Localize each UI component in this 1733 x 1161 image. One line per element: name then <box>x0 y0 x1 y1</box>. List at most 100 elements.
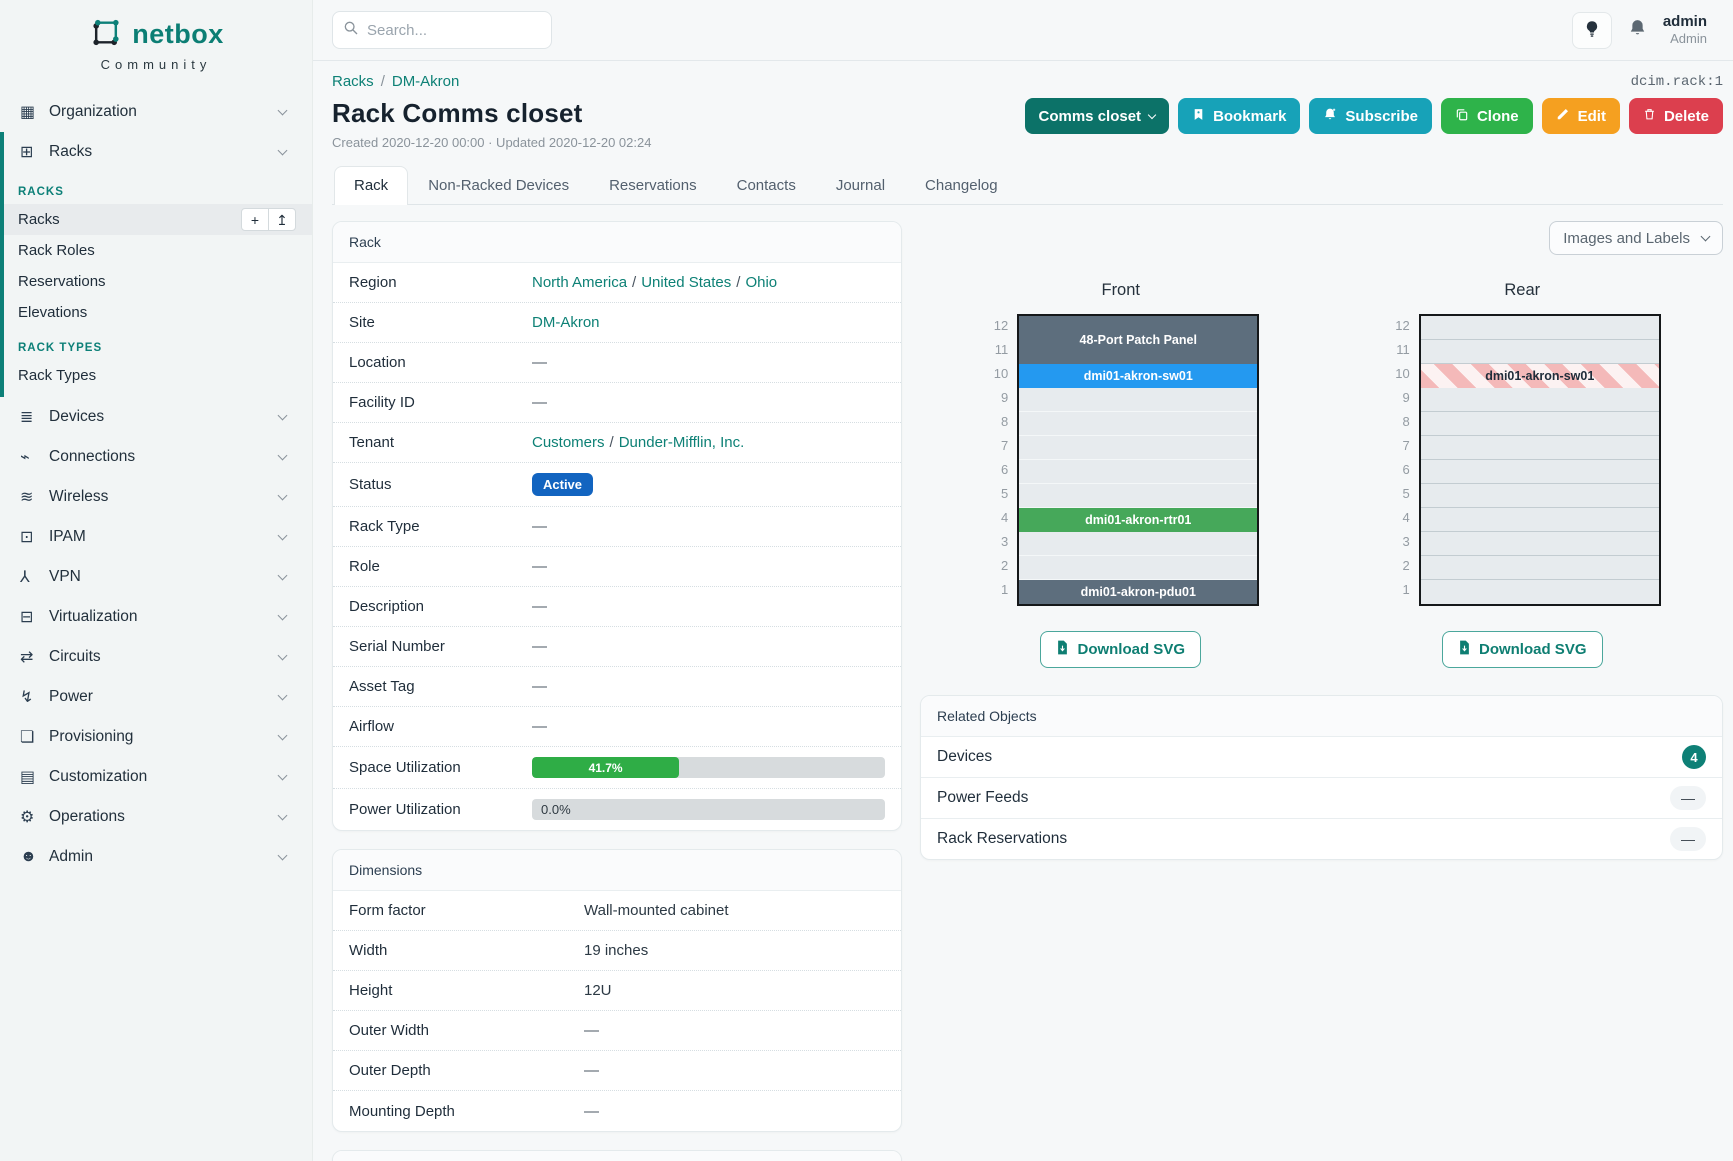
edit-button[interactable]: Edit <box>1541 98 1620 134</box>
rack-unit-empty[interactable] <box>1019 388 1258 412</box>
field-value: — <box>532 394 885 411</box>
field-label: Width <box>349 942 388 959</box>
sidebar-item-circuits[interactable]: ⇄ Circuits <box>0 637 312 677</box>
link-dunder-mifflin-inc[interactable]: Dunder-Mifflin, Inc. <box>618 434 745 451</box>
sidebar-item-label: Reservations <box>18 273 106 290</box>
ipam-icon: ⊡ <box>20 529 34 546</box>
rack-unit-empty[interactable] <box>1420 412 1659 436</box>
rack-unit-empty[interactable] <box>1420 436 1659 460</box>
rack-unit-empty[interactable] <box>1019 532 1258 556</box>
sidebar-item-racks[interactable]: Racks + ↥ <box>0 204 312 235</box>
tab-non-racked-devices[interactable]: Non-Racked Devices <box>428 177 570 194</box>
rack-unit-device[interactable]: 48-Port Patch Panel <box>1019 316 1258 364</box>
rack-unit-empty[interactable] <box>1019 412 1258 436</box>
rack-unit-empty[interactable] <box>1420 340 1659 364</box>
logo-block[interactable]: netbox Community <box>0 0 312 82</box>
rack-unit-empty[interactable] <box>1420 532 1659 556</box>
sidebar-item-power[interactable]: ↯ Power <box>0 677 312 717</box>
table-row: Rack Type — <box>333 507 901 547</box>
sidebar-item-rack-roles[interactable]: Rack Roles <box>0 235 312 266</box>
sidebar-item-elevations[interactable]: Elevations <box>0 297 312 328</box>
rack-unit-empty[interactable] <box>1420 388 1659 412</box>
related-row-power-feeds[interactable]: Power Feeds — <box>921 778 1722 819</box>
tab-contacts[interactable]: Contacts <box>736 177 796 194</box>
subscribe-button[interactable]: Subscribe <box>1309 98 1432 134</box>
sidebar-item-rack-types[interactable]: Rack Types <box>0 360 312 391</box>
scope-dropdown-button[interactable]: Comms closet <box>1024 98 1170 134</box>
sidebar-item-operations[interactable]: ⚙ Operations <box>0 797 312 837</box>
search-box[interactable] <box>332 11 552 49</box>
page-title: Rack Comms closet <box>332 98 583 128</box>
theme-toggle-button[interactable] <box>1571 11 1612 49</box>
rack-unit-empty[interactable] <box>1420 556 1659 580</box>
download-svg-front-button[interactable]: Download SVG <box>1040 631 1201 668</box>
sidebar-item-wireless[interactable]: ≋ Wireless <box>0 477 312 517</box>
breadcrumb-link-racks[interactable]: Racks <box>332 73 374 90</box>
related-row-devices[interactable]: Devices 4 <box>921 737 1722 778</box>
sidebar-item-provisioning[interactable]: ❏ Provisioning <box>0 717 312 757</box>
rack-unit-device[interactable]: dmi01-akron-sw01 <box>1420 364 1659 388</box>
field-value: — <box>532 518 885 535</box>
rack-unit-empty[interactable] <box>1420 316 1659 340</box>
rack-unit-empty[interactable] <box>1019 484 1258 508</box>
breadcrumb-separator: / <box>380 73 385 90</box>
rack-unit-empty[interactable] <box>1420 580 1659 604</box>
field-value: 12U <box>584 982 612 999</box>
search-input[interactable] <box>367 21 541 39</box>
related-row-rack-reservations[interactable]: Rack Reservations — <box>921 819 1722 859</box>
table-row: Location — <box>333 343 901 383</box>
sidebar-item-label: Customization <box>49 768 148 785</box>
tab-changelog[interactable]: Changelog <box>925 177 998 194</box>
rack-unit-device[interactable]: dmi01-akron-sw01 <box>1019 364 1258 388</box>
empty-value: — <box>532 718 547 735</box>
wireless-icon: ≋ <box>20 489 34 506</box>
rack-unit-empty[interactable] <box>1420 508 1659 532</box>
sidebar-item-connections[interactable]: ⌁ Connections <box>0 437 312 477</box>
user-menu[interactable]: admin Admin <box>1663 13 1707 47</box>
field-label: Role <box>349 558 380 575</box>
front-rack-diagram: 48-Port Patch Panel dmi01-akron-sw01 dmi01… <box>1017 314 1260 606</box>
link-dm-akron[interactable]: DM-Akron <box>532 314 600 331</box>
elevation-view-select[interactable]: Images and Labels <box>1549 221 1723 255</box>
table-row: Outer Width — <box>333 1011 901 1051</box>
link-customers[interactable]: Customers <box>532 434 605 451</box>
rack-unit-device[interactable]: dmi01-akron-pdu01 <box>1019 580 1258 604</box>
tab-journal[interactable]: Journal <box>835 177 886 194</box>
status-badge: Active <box>532 473 594 496</box>
download-svg-rear-button[interactable]: Download SVG <box>1441 631 1603 668</box>
sidebar: netbox Community ▦ Organization ⊞ Racks RACK… <box>0 0 313 1161</box>
delete-button[interactable]: Delete <box>1628 98 1723 134</box>
download-svg-label: Download SVG <box>1478 641 1587 658</box>
sidebar-item-admin[interactable]: ☻ Admin <box>0 837 312 877</box>
breadcrumb-link-site[interactable]: DM-Akron <box>391 73 460 90</box>
add-button[interactable]: + <box>241 208 269 231</box>
sidebar-item-organization[interactable]: ▦ Organization <box>0 92 312 132</box>
sidebar-item-reservations[interactable]: Reservations <box>0 266 312 297</box>
sidebar-item-racks[interactable]: ⊞ Racks <box>0 132 312 172</box>
sidebar-item-ipam[interactable]: ⊡ IPAM <box>0 517 312 557</box>
virtualization-icon: ⊟ <box>20 609 34 626</box>
vpn-icon: ⅄ <box>20 569 30 586</box>
sidebar-item-virtualization[interactable]: ⊟ Virtualization <box>0 597 312 637</box>
sidebar-item-devices[interactable]: ≣ Devices <box>0 397 312 437</box>
clone-button[interactable]: Clone <box>1440 98 1533 134</box>
rack-unit-device[interactable]: dmi01-akron-rtr01 <box>1019 508 1258 532</box>
field-label: Tenant <box>349 434 395 451</box>
notifications-bell-icon[interactable] <box>1628 18 1647 42</box>
tab-rack[interactable]: Rack <box>334 166 409 205</box>
import-button[interactable]: ↥ <box>268 208 296 231</box>
rack-unit-empty[interactable] <box>1019 460 1258 484</box>
bookmark-button[interactable]: Bookmark <box>1178 98 1301 134</box>
sidebar-item-customization[interactable]: ▤ Customization <box>0 757 312 797</box>
link-ohio[interactable]: Ohio <box>745 274 778 291</box>
rack-unit-empty[interactable] <box>1420 484 1659 508</box>
sidebar-item-label: Connections <box>49 448 136 465</box>
empty-count: — <box>1670 786 1706 810</box>
rack-unit-empty[interactable] <box>1019 436 1258 460</box>
link-north-america[interactable]: North America <box>532 274 628 291</box>
tab-reservations[interactable]: Reservations <box>609 177 697 194</box>
rack-unit-empty[interactable] <box>1420 460 1659 484</box>
sidebar-item-vpn[interactable]: ⅄ VPN <box>0 557 312 597</box>
rack-unit-empty[interactable] <box>1019 556 1258 580</box>
link-united-states[interactable]: United States <box>641 274 732 291</box>
